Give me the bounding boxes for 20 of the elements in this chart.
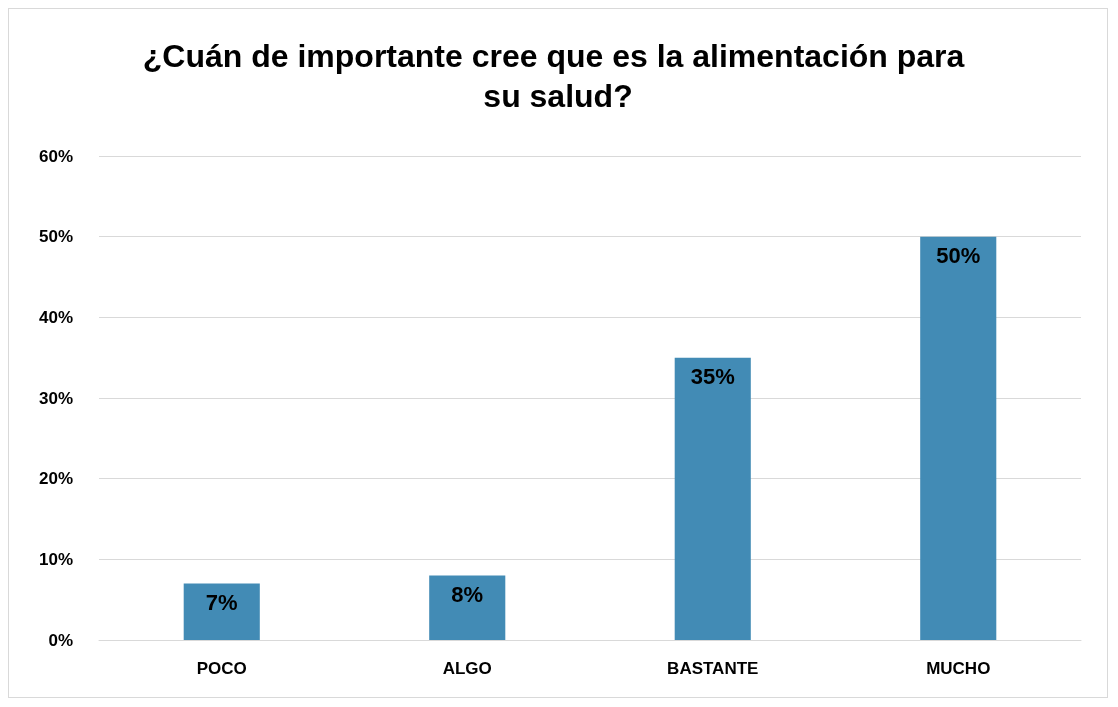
data-label: 7% (205, 590, 238, 616)
x-tick-label: BASTANTE (667, 659, 759, 678)
x-tick-label: MUCHO (926, 659, 991, 678)
data-label: 35% (690, 364, 735, 390)
x-tick-label: POCO (196, 659, 247, 678)
bar (183, 583, 260, 640)
bar (429, 575, 506, 640)
y-tick-label: 10% (38, 549, 73, 569)
data-label: 8% (451, 581, 484, 607)
x-tick-label: ALGO (442, 659, 492, 678)
y-tick-label: 20% (38, 469, 73, 489)
y-tick-label: 0% (48, 630, 73, 650)
y-tick-label: 60% (38, 146, 73, 166)
y-tick-label: 40% (38, 307, 73, 327)
bar (920, 236, 997, 640)
y-tick-label: 50% (38, 227, 73, 247)
y-tick-label: 30% (38, 388, 73, 408)
bar (674, 357, 751, 640)
chart-title: ¿Cuán de importante cree que es la alimentación para su salud? (142, 38, 974, 114)
data-label: 50% (936, 243, 981, 269)
